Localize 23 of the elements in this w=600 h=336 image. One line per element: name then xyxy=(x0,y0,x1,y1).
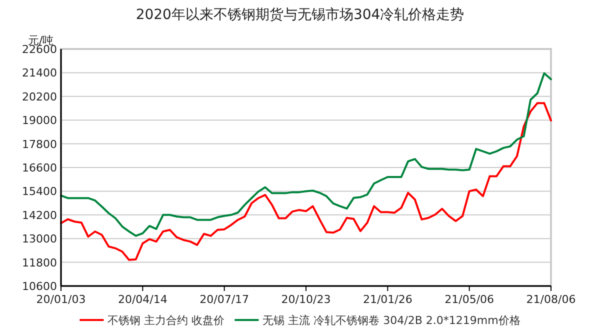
x-tick-label: 21/05/06 xyxy=(444,293,494,306)
line-series xyxy=(60,102,552,261)
legend-label: 无锡 主流 冷轧不锈钢卷 304/2B 2.0*1219mm价格 xyxy=(262,314,520,327)
y-tick-label: 22600 xyxy=(22,43,57,56)
y-tick-label: 19000 xyxy=(22,114,57,128)
x-tick-label: 21/08/06 xyxy=(526,293,576,306)
y-tick-label: 17800 xyxy=(22,138,57,151)
y-tick-label: 21400 xyxy=(22,66,57,80)
y-tick-label: 16600 xyxy=(22,162,57,174)
y-tick-label: 10600 xyxy=(22,280,57,293)
legend-label: 不锈钢 主力合约 收盘价 xyxy=(108,314,225,327)
y-tick-label: 13000 xyxy=(22,232,57,246)
y-tick-label: 14200 xyxy=(22,208,57,222)
y-tick-label: 11800 xyxy=(22,256,57,270)
x-tick-label: 20/10/23 xyxy=(281,293,331,306)
y-tick-label: 15400 xyxy=(22,185,57,198)
x-tick-label: 20/04/14 xyxy=(118,293,168,306)
x-tick-label: 21/01/26 xyxy=(362,293,412,306)
x-tick-label: 20/01/03 xyxy=(36,293,86,306)
y-tick-label: 20200 xyxy=(22,90,57,104)
chart-title: 2020年以来不锈钢期货与无锡市场304冷轧价格走势 xyxy=(136,7,464,23)
x-tick-label: 20/07/17 xyxy=(200,293,250,306)
line-series xyxy=(60,72,552,237)
